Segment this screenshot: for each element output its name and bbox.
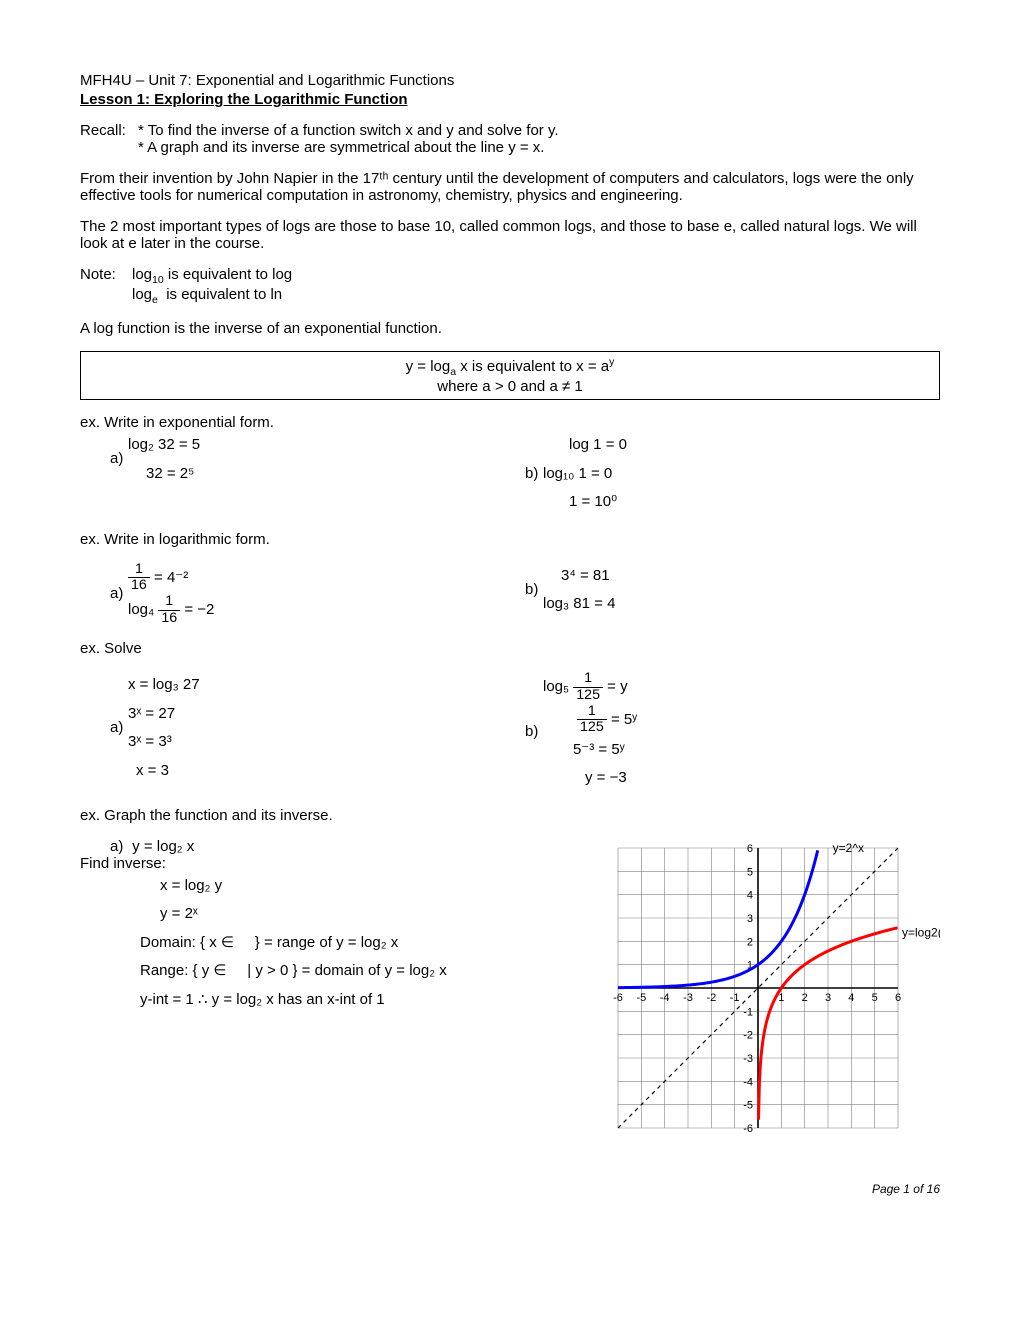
ex3-b1-post: = y bbox=[603, 678, 628, 695]
ex3-b2: 1125 = 5ʸ bbox=[543, 704, 637, 736]
label-a2: a) bbox=[110, 580, 128, 609]
ex1-b1: log 1 = 0 bbox=[543, 431, 627, 460]
ex3-b3: 5⁻³ = 5ʸ bbox=[543, 736, 637, 765]
ex4-dom-post: } = range of y = log₂ x bbox=[251, 934, 399, 951]
note-2: loge is equivalent to ln bbox=[132, 286, 940, 306]
note-2-txt: is equivalent to ln bbox=[166, 286, 282, 303]
ex3-b4: y = −3 bbox=[543, 764, 637, 793]
recall-2: * A graph and its inverse are symmetrica… bbox=[138, 139, 940, 156]
label-b3: b) bbox=[525, 718, 543, 747]
ex2-title: ex. Write in logarithmic form. bbox=[80, 531, 940, 548]
label-a3: a) bbox=[110, 714, 128, 743]
svg-text:y=log2(x): y=log2(x) bbox=[902, 926, 940, 940]
svg-text:-5: -5 bbox=[636, 992, 646, 1004]
recall-1: * To find the inverse of a function swit… bbox=[138, 122, 940, 139]
label-b2: b) bbox=[525, 576, 543, 605]
ex4-rng: Range: { y ∈ | y > 0 } = domain of y = l… bbox=[140, 957, 600, 986]
box-l1a: y = log bbox=[406, 358, 451, 375]
ex3-a2: 3ˣ = 27 bbox=[128, 700, 200, 729]
svg-text:-4: -4 bbox=[743, 1076, 753, 1088]
label-a4: a) bbox=[110, 838, 128, 855]
svg-text:4: 4 bbox=[848, 992, 854, 1004]
svg-text:6: 6 bbox=[747, 843, 753, 855]
box-l1b: x is equivalent to x = a bbox=[456, 358, 609, 375]
ex2-a-eq: = 4⁻² bbox=[150, 569, 188, 586]
ex1-b3: 1 = 10⁰ bbox=[543, 488, 627, 517]
label-b: b) bbox=[525, 460, 543, 489]
ex4-i1: x = log₂ y bbox=[160, 872, 600, 901]
recall-prefix: Recall: bbox=[80, 122, 138, 156]
definition-box: y = loga x is equivalent to x = ay where… bbox=[80, 351, 940, 400]
svg-text:-5: -5 bbox=[743, 1100, 753, 1112]
ex2-b1: 3⁴ = 81 bbox=[543, 562, 615, 591]
lesson-title: Lesson 1: Exploring the Logarithmic Func… bbox=[80, 91, 940, 108]
svg-text:-3: -3 bbox=[683, 992, 693, 1004]
ex3-b1: log₅ 1125 = y bbox=[543, 671, 637, 703]
ex2-a1: 116 = 4⁻² bbox=[128, 562, 214, 594]
ex3-a3: 3ˣ = 3³ bbox=[128, 728, 200, 757]
ex4-dom-pre: Domain: { x ∈ bbox=[140, 934, 238, 951]
ex4-yint: y-int = 1 ∴ y = log₂ x has an x-int of 1 bbox=[140, 986, 600, 1015]
ex1-b2: log₁₀ 1 = 0 bbox=[543, 460, 627, 489]
ex4-title: ex. Graph the function and its inverse. bbox=[80, 807, 940, 824]
ex3-body: a) x = log₃ 27 3ˣ = 27 3ˣ = 3³ x = 3 b) … bbox=[80, 671, 940, 793]
ex4-fn: a) y = log₂ x bbox=[80, 838, 600, 855]
graph-svg: -6-5-4-3-2-1123456-6-5-4-3-2-1123456y=2^… bbox=[600, 838, 940, 1158]
note-prefix: Note: bbox=[80, 266, 132, 306]
ex2-a-post: = −2 bbox=[180, 601, 214, 618]
svg-text:-6: -6 bbox=[613, 992, 623, 1004]
ex1-body: a) log₂ 32 = 5 32 = 2⁵ b) log 1 = 0 log₁… bbox=[80, 431, 940, 517]
svg-text:2: 2 bbox=[802, 992, 808, 1004]
svg-text:4: 4 bbox=[747, 890, 753, 902]
ex1-title: ex. Write in exponential form. bbox=[80, 414, 940, 431]
svg-text:5: 5 bbox=[872, 992, 878, 1004]
svg-text:3: 3 bbox=[747, 913, 753, 925]
ex3-b2-post: = 5ʸ bbox=[607, 711, 637, 728]
note-1-txt: is equivalent to log bbox=[168, 266, 292, 283]
svg-text:-1: -1 bbox=[743, 1006, 753, 1018]
ex4-fn-txt: y = log₂ x bbox=[132, 838, 194, 855]
svg-text:-1: -1 bbox=[730, 992, 740, 1004]
ex4-body: a) y = log₂ x Find inverse: x = log₂ y y… bbox=[80, 838, 940, 1162]
ex1-a2: 32 = 2⁵ bbox=[128, 460, 200, 489]
history-text: From their invention by John Napier in t… bbox=[80, 170, 940, 204]
ex3-title: ex. Solve bbox=[80, 640, 940, 657]
svg-text:5: 5 bbox=[747, 866, 753, 878]
ex4-rng-pre: Range: { y ∈ bbox=[140, 962, 231, 979]
box-line2: where a > 0 and a ≠ 1 bbox=[89, 378, 931, 395]
note-block: Note: log10 is equivalent to log loge is… bbox=[80, 266, 940, 306]
label-a: a) bbox=[110, 445, 128, 474]
ex3-b1-pre: log₅ bbox=[543, 678, 573, 695]
ex4-i2: y = 2ˣ bbox=[160, 900, 600, 929]
ex1-a1: log₂ 32 = 5 bbox=[128, 431, 200, 460]
svg-text:3: 3 bbox=[825, 992, 831, 1004]
svg-text:-3: -3 bbox=[743, 1053, 753, 1065]
svg-text:-2: -2 bbox=[706, 992, 716, 1004]
graph-container: -6-5-4-3-2-1123456-6-5-4-3-2-1123456y=2^… bbox=[600, 838, 940, 1162]
inverse-stmt: A log function is the inverse of an expo… bbox=[80, 320, 940, 337]
history-span: From their invention by John Napier in t… bbox=[80, 170, 914, 204]
svg-text:y=2^x: y=2^x bbox=[833, 841, 864, 855]
ex2-a2: log₄ 116 = −2 bbox=[128, 594, 214, 626]
ex2-b2: log₃ 81 = 4 bbox=[543, 590, 615, 619]
ex2-body: a) 116 = 4⁻² log₄ 116 = −2 b) 3⁴ = 81 lo… bbox=[80, 562, 940, 627]
page-number: Page 1 of 16 bbox=[80, 1182, 940, 1196]
recall-block: Recall: * To find the inverse of a funct… bbox=[80, 122, 940, 156]
ex4-find: Find inverse: bbox=[80, 855, 600, 872]
svg-text:-4: -4 bbox=[660, 992, 670, 1004]
svg-text:-2: -2 bbox=[743, 1030, 753, 1042]
svg-text:2: 2 bbox=[747, 936, 753, 948]
ex4-dom: Domain: { x ∈ } = range of y = log₂ x bbox=[140, 929, 600, 958]
course-title: MFH4U – Unit 7: Exponential and Logarith… bbox=[80, 72, 940, 89]
ex3-a1: x = log₃ 27 bbox=[128, 671, 200, 700]
box-line1: y = loga x is equivalent to x = ay bbox=[89, 356, 931, 378]
types-text: The 2 most important types of logs are t… bbox=[80, 218, 940, 252]
ex2-a-pre: log₄ bbox=[128, 601, 158, 618]
note-1: log10 is equivalent to log bbox=[132, 266, 940, 286]
ex3-a4: x = 3 bbox=[128, 757, 200, 786]
svg-text:-6: -6 bbox=[743, 1123, 753, 1135]
ex4-rng-mid: | y > 0 } = domain of y = log₂ x bbox=[243, 962, 447, 979]
svg-text:6: 6 bbox=[895, 992, 901, 1004]
